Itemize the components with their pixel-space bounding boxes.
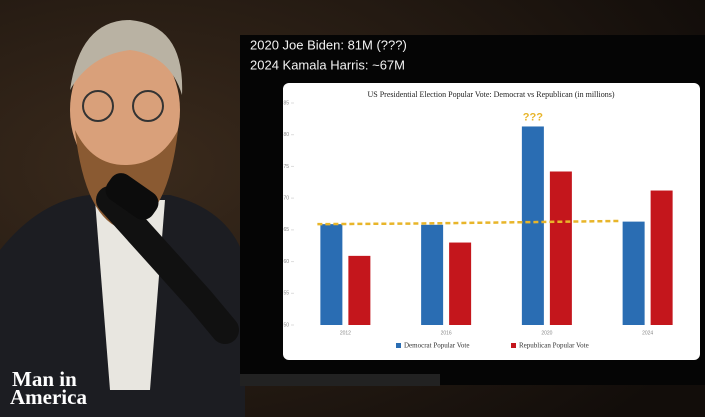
overlay-line: 2024 Kamala Harris: ~67M — [250, 57, 405, 72]
x-tick-label: 2012 — [340, 330, 351, 336]
bar — [421, 224, 444, 325]
bar — [650, 190, 673, 325]
bar — [622, 221, 645, 325]
y-tick-label: 80 — [283, 132, 289, 138]
overlay-line: 2020 Joe Biden: 81M (???) — [250, 37, 407, 52]
y-tick-label: 75 — [283, 164, 289, 170]
url-bar — [240, 374, 440, 386]
y-tick-label: 60 — [283, 259, 289, 265]
x-tick-label: 2016 — [441, 330, 452, 336]
legend-label: Democrat Popular Vote — [404, 342, 469, 350]
chart-card — [283, 83, 700, 360]
trend-line — [317, 219, 620, 226]
legend-label: Republican Popular Vote — [519, 342, 589, 350]
chart-title: US Presidential Election Popular Vote: D… — [368, 90, 615, 99]
y-tick-label: 50 — [283, 322, 289, 328]
annotation: ??? — [523, 111, 543, 123]
legend-swatch — [396, 343, 401, 348]
logo: America — [10, 385, 87, 409]
x-tick-label: 2020 — [541, 330, 552, 336]
presenter — [0, 20, 245, 417]
legend-swatch — [511, 343, 516, 348]
bar — [320, 224, 343, 325]
x-tick-label: 2024 — [642, 330, 653, 336]
bar — [348, 255, 371, 325]
y-tick-label: 55 — [283, 291, 289, 297]
y-tick-label: 85 — [283, 100, 289, 106]
y-tick-label: 65 — [283, 227, 289, 233]
bar — [549, 171, 572, 325]
bar — [521, 126, 544, 326]
logo: Man in — [12, 367, 77, 391]
y-tick-label: 70 — [283, 195, 289, 201]
bar — [449, 242, 472, 325]
